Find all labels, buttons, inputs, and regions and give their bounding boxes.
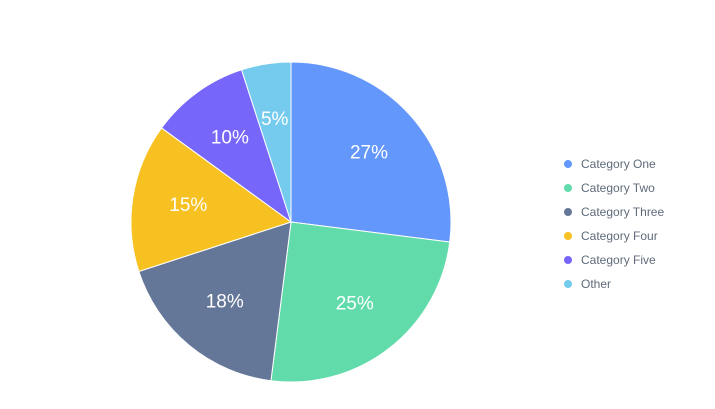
chart-legend: Category One Category Two Category Three… xyxy=(564,152,664,296)
legend-item-category-one[interactable]: Category One xyxy=(564,152,664,176)
legend-item-other[interactable]: Other xyxy=(564,272,664,296)
legend-label-category-five: Category Five xyxy=(581,253,656,267)
legend-marker-category-one xyxy=(564,160,572,168)
pie-labels: 27% 25% 18% 15% 10% 5% xyxy=(169,109,388,315)
pie-slice-category-three[interactable] xyxy=(138,221,292,382)
legend-item-category-five[interactable]: Category Five xyxy=(564,248,664,272)
legend-item-category-three[interactable]: Category Three xyxy=(564,200,664,224)
pie-slice-other[interactable] xyxy=(240,61,292,223)
legend-marker-category-five xyxy=(564,256,572,264)
legend-item-category-four[interactable]: Category Four xyxy=(564,224,664,248)
pie-slice-category-four[interactable] xyxy=(130,127,293,273)
legend-label-category-one: Category One xyxy=(581,157,656,171)
legend-marker-category-two xyxy=(564,184,572,192)
data-label-category-one: 27% xyxy=(350,143,388,164)
data-label-other: 5% xyxy=(261,109,289,130)
legend-label-other: Other xyxy=(581,277,612,291)
legend-label-category-two: Category Two xyxy=(581,181,655,195)
data-label-category-four: 15% xyxy=(169,195,207,216)
data-label-category-two: 25% xyxy=(336,294,374,315)
pie-slice-category-five[interactable] xyxy=(160,69,292,224)
pie-slices xyxy=(130,61,452,383)
legend-item-category-two[interactable]: Category Two xyxy=(564,176,664,200)
data-label-category-three: 18% xyxy=(206,292,244,313)
pie-slice-category-one[interactable] xyxy=(290,61,452,243)
data-label-category-five: 10% xyxy=(211,127,249,148)
legend-marker-other xyxy=(564,280,572,288)
legend-label-category-three: Category Three xyxy=(581,205,665,219)
pie-slice-category-two[interactable] xyxy=(270,221,451,383)
legend-marker-category-three xyxy=(564,208,572,216)
legend-marker-category-four xyxy=(564,232,572,240)
legend-label-category-four: Category Four xyxy=(581,229,658,243)
